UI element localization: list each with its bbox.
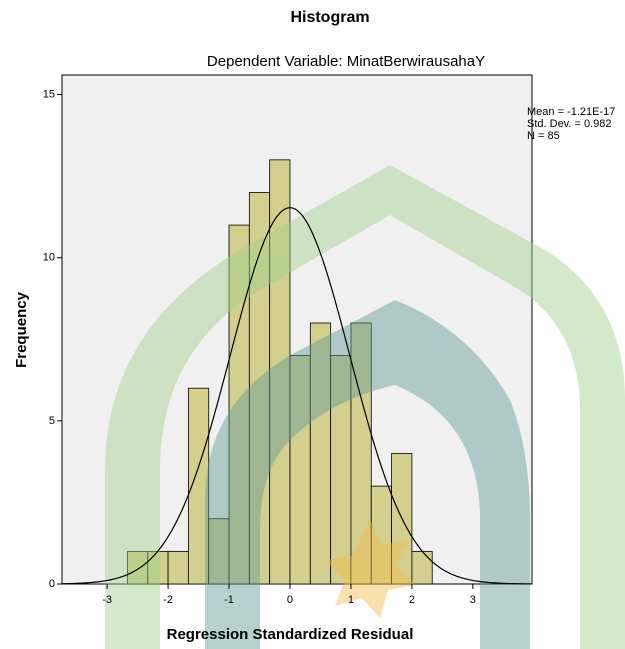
stat-std: Std. Dev. = 0.982: [527, 118, 612, 130]
y-tick-label: 5: [49, 415, 55, 427]
y-axis-label: Frequency: [13, 291, 30, 368]
stat-mean: Mean = -1.21E-17: [527, 106, 615, 118]
chart-subtitle: Dependent Variable: MinatBerwirausahaY: [207, 53, 485, 70]
y-tick-label: 0: [49, 578, 55, 590]
x-tick-label: -3: [102, 594, 112, 606]
x-tick-label: -2: [163, 594, 173, 606]
x-axis-label: Regression Standardized Residual: [167, 626, 414, 643]
chart-title: Histogram: [290, 9, 369, 26]
stat-n: N = 85: [527, 130, 560, 142]
bar: [411, 550, 433, 585]
x-tick-label: -1: [224, 594, 234, 606]
bar: [187, 387, 210, 585]
y-tick-label: 10: [43, 252, 55, 264]
x-tick-label: 0: [287, 594, 293, 606]
x-tick-label: 3: [470, 594, 476, 606]
normal-curve: [61, 207, 533, 585]
x-tick-label: 1: [348, 594, 354, 606]
watermark: [105, 165, 625, 649]
bars: [127, 159, 433, 585]
x-tick-label: 2: [409, 594, 415, 606]
bar: [167, 550, 189, 585]
y-tick-label: 15: [43, 88, 55, 100]
bar: [350, 322, 372, 585]
